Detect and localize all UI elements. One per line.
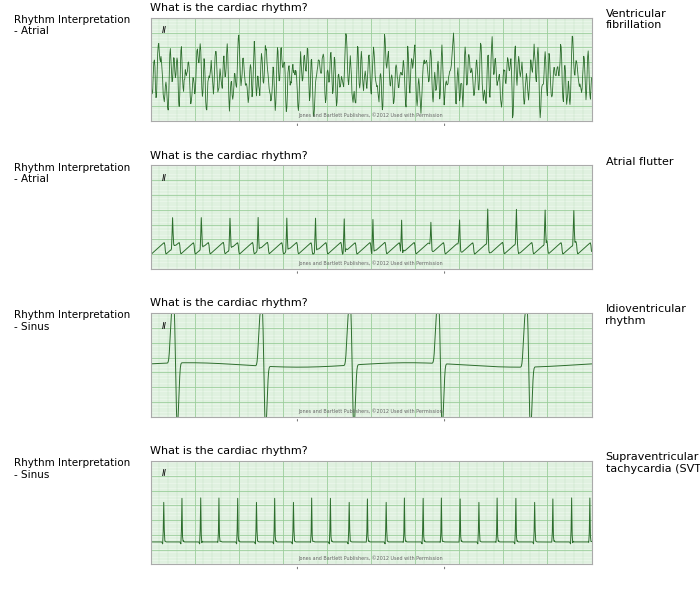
Text: Atrial flutter: Atrial flutter xyxy=(606,157,673,167)
Text: What is the cardiac rhythm?: What is the cardiac rhythm? xyxy=(150,151,308,161)
Text: II: II xyxy=(162,469,167,478)
Text: II: II xyxy=(162,26,167,35)
Text: Jones and Bartlett Publishers, ©2012 Used with Permission: Jones and Bartlett Publishers, ©2012 Use… xyxy=(299,408,443,414)
Text: Idioventricular
rhythm: Idioventricular rhythm xyxy=(606,304,687,326)
Text: Jones and Bartlett Publishers, ©2012 Used with Permission: Jones and Bartlett Publishers, ©2012 Use… xyxy=(299,112,443,118)
Text: Rhythm Interpretation
- Sinus: Rhythm Interpretation - Sinus xyxy=(14,458,130,480)
Text: What is the cardiac rhythm?: What is the cardiac rhythm? xyxy=(150,446,308,456)
Text: Rhythm Interpretation
- Atrial: Rhythm Interpretation - Atrial xyxy=(14,163,130,184)
Text: II: II xyxy=(162,174,167,183)
Text: Jones and Bartlett Publishers, ©2012 Used with Permission: Jones and Bartlett Publishers, ©2012 Use… xyxy=(299,260,443,266)
Text: What is the cardiac rhythm?: What is the cardiac rhythm? xyxy=(150,298,308,309)
Text: Ventricular
fibrillation: Ventricular fibrillation xyxy=(606,9,666,31)
Text: Jones and Bartlett Publishers, ©2012 Used with Permission: Jones and Bartlett Publishers, ©2012 Use… xyxy=(299,556,443,561)
Text: II: II xyxy=(162,322,167,330)
Text: Rhythm Interpretation
- Sinus: Rhythm Interpretation - Sinus xyxy=(14,310,130,332)
Text: Rhythm Interpretation
- Atrial: Rhythm Interpretation - Atrial xyxy=(14,15,130,37)
Text: Supraventricular
tachycardia (SVT): Supraventricular tachycardia (SVT) xyxy=(606,452,700,474)
Text: What is the cardiac rhythm?: What is the cardiac rhythm? xyxy=(150,3,308,13)
